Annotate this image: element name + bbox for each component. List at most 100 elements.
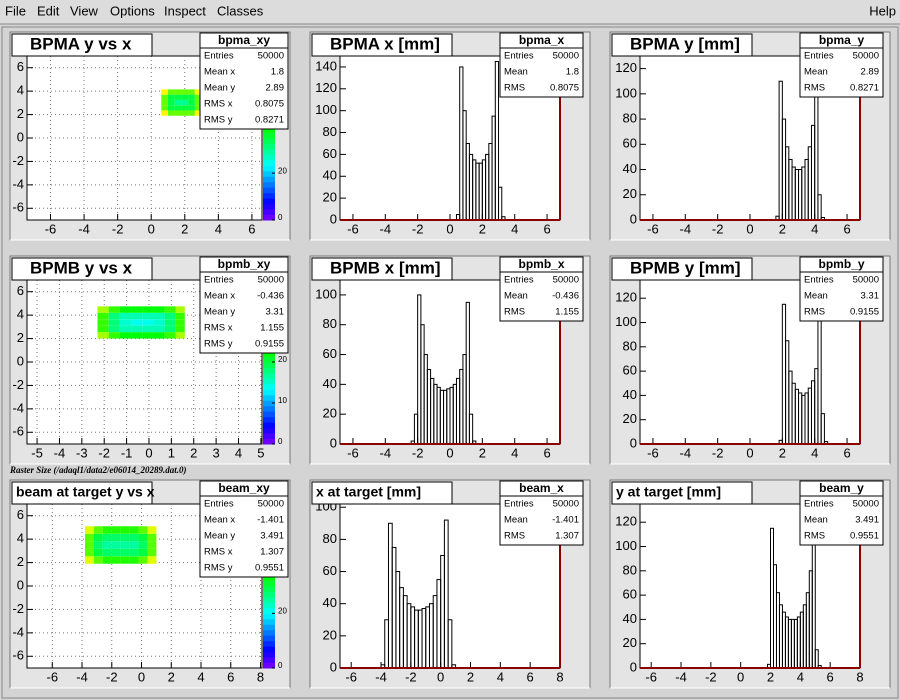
stats-value: 0.9551: [255, 563, 284, 574]
color-bar-segment: [263, 416, 275, 423]
pad-title: BPMB y [mm]: [630, 258, 741, 277]
menu-help[interactable]: Help: [869, 3, 896, 18]
y-tick-label: 6: [17, 283, 24, 298]
heat-cell: [164, 312, 176, 320]
menu-item[interactable]: File: [5, 3, 26, 18]
z-tick-label: 20: [278, 166, 287, 175]
color-bar-segment: [263, 362, 275, 368]
heat-cell: [102, 533, 112, 542]
color-bar-segment: [263, 389, 275, 396]
x-tick-label: -6: [645, 669, 657, 684]
x-tick-label: 6: [543, 445, 550, 460]
x-tick-label: 0: [746, 221, 753, 236]
stats-value: 3.491: [855, 515, 879, 526]
stats-label: RMS: [504, 307, 525, 318]
stats-label: Mean: [804, 291, 828, 302]
menu-item[interactable]: Options: [110, 3, 155, 18]
x-tick-label: 0: [746, 445, 753, 460]
pad-title: BPMB x [mm]: [330, 258, 441, 277]
stats-value: 1.155: [260, 323, 284, 334]
heat-cell: [188, 89, 195, 95]
heat-cell: [85, 541, 94, 549]
heat-cell: [175, 319, 185, 326]
y-tick-label: 0: [17, 577, 24, 592]
x-tick-label: 6: [543, 221, 550, 236]
x-tick-label: 0: [138, 669, 145, 684]
heat-cell: [175, 325, 185, 333]
color-bar-segment: [263, 170, 275, 177]
heat-cell: [131, 332, 143, 339]
y-tick-label: 80: [323, 531, 337, 546]
color-bar-segment: [263, 356, 275, 363]
heat-cell: [108, 319, 120, 326]
color-bar-segment: [263, 132, 275, 139]
z-tick-label: 20: [278, 355, 287, 364]
y-tick-label: 80: [623, 338, 637, 353]
stats-label: Entries: [204, 51, 234, 62]
heat-cell: [168, 99, 175, 106]
color-bar-segment: [263, 198, 275, 205]
stats-label: Entries: [804, 51, 834, 62]
stats-label: Mean y: [204, 83, 235, 94]
x-tick-label: -6: [347, 221, 359, 236]
color-bar-segment: [263, 187, 275, 194]
color-bar-segment: [263, 181, 275, 188]
stats-title: bpmb_xy: [218, 257, 271, 271]
heat-cell: [85, 548, 94, 557]
heat-cell: [142, 312, 154, 320]
heat-cell: [85, 556, 94, 564]
heat-cell: [111, 533, 121, 542]
x-tick-label: 6: [227, 669, 234, 684]
y-tick-label: 60: [623, 363, 637, 378]
stats-title: bpma_xy: [218, 33, 270, 47]
pad-title: beam at target y vs x: [16, 484, 155, 500]
heat-cell: [120, 548, 130, 557]
y-tick-label: 100: [315, 286, 337, 301]
menu-item[interactable]: Inspect: [164, 3, 206, 18]
heat-cell: [120, 533, 130, 542]
heat-cell: [102, 541, 112, 549]
heat-cell: [147, 548, 157, 557]
heat-cell: [181, 110, 189, 116]
heat-cell: [181, 105, 189, 111]
x-tick-label: 0: [446, 221, 453, 236]
heat-cell: [194, 110, 202, 116]
menu-item[interactable]: View: [70, 3, 99, 18]
menu-item[interactable]: Classes: [217, 3, 264, 18]
x-tick-label: -6: [47, 669, 59, 684]
stats-box: [499, 32, 584, 98]
color-bar-segment: [263, 203, 275, 210]
stats-value: -1.401: [257, 515, 284, 526]
menu-item[interactable]: Edit: [37, 3, 60, 18]
y-tick-label: 120: [615, 514, 637, 529]
stats-label: Entries: [804, 499, 834, 510]
x-tick-label: 4: [511, 221, 518, 236]
x-tick-label: -4: [78, 221, 90, 236]
heat-cell: [120, 541, 130, 549]
heat-cell: [164, 325, 176, 333]
heat-cell: [131, 312, 143, 320]
heat-cell: [108, 332, 120, 339]
stats-label: Entries: [204, 499, 234, 510]
x-tick-label: 4: [511, 445, 518, 460]
color-bar-segment: [263, 596, 275, 603]
y-tick-label: 0: [630, 435, 637, 450]
stats-box: [199, 256, 289, 354]
pad-title-box: [611, 33, 753, 57]
y-tick-label: 2: [17, 554, 24, 569]
color-bar-segment: [263, 405, 275, 412]
pad-title-box: [311, 257, 453, 281]
pad-title-box: [311, 481, 453, 505]
stats-value: 50000: [553, 51, 579, 62]
x-tick-label: -4: [380, 221, 392, 236]
y-tick-label: 60: [623, 587, 637, 602]
color-bar-segment: [263, 372, 275, 379]
stats-label: Mean: [504, 515, 528, 526]
x-tick-label: -4: [375, 669, 387, 684]
